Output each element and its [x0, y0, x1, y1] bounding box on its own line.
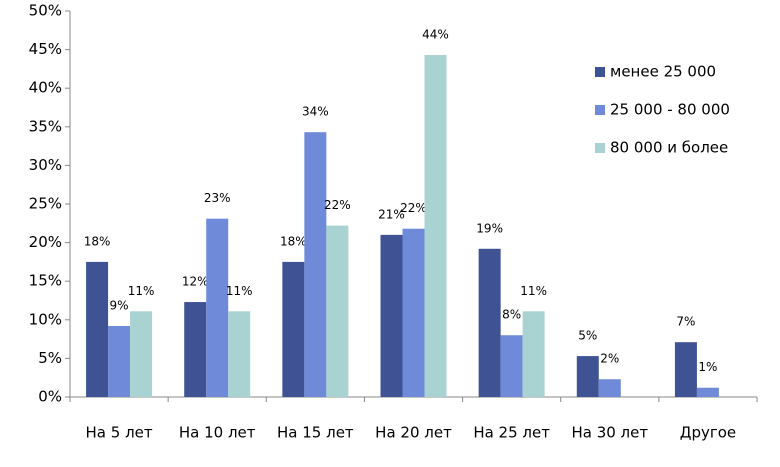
bar — [380, 234, 403, 397]
legend-swatch — [595, 143, 605, 153]
y-tick-label: 35% — [29, 117, 62, 135]
value-label: 23% — [204, 191, 231, 205]
x-tick-label: Другое — [680, 424, 736, 442]
value-label: 2% — [600, 352, 619, 366]
legend-swatch — [595, 105, 605, 115]
x-tick-label: На 25 лет — [473, 424, 550, 442]
bar — [402, 228, 425, 397]
y-tick-label: 40% — [29, 79, 62, 97]
bar — [304, 132, 327, 398]
bar — [228, 311, 251, 397]
value-label: 34% — [302, 105, 329, 119]
bar — [522, 311, 545, 397]
bar — [576, 356, 599, 397]
value-label: 7% — [676, 315, 695, 329]
value-label: 11% — [226, 284, 253, 298]
x-tick-label: На 10 лет — [179, 424, 256, 442]
bar — [184, 302, 207, 397]
bar — [500, 335, 523, 397]
y-tick-label: 20% — [29, 233, 62, 251]
bar — [696, 387, 719, 397]
value-label: 44% — [422, 28, 449, 42]
value-label: 18% — [280, 234, 307, 248]
legend-label: 25 000 - 80 000 — [610, 101, 730, 119]
y-tick-label: 15% — [29, 272, 62, 290]
bar — [598, 379, 621, 397]
y-tick-label: 5% — [38, 349, 62, 367]
value-label: 9% — [110, 298, 129, 312]
bar — [674, 342, 697, 397]
y-tick-label: 45% — [29, 40, 62, 58]
x-tick-label: На 20 лет — [375, 424, 452, 442]
value-label: 19% — [476, 221, 503, 235]
legend-label: менее 25 000 — [610, 63, 716, 81]
value-label: 22% — [400, 201, 427, 215]
value-label: 5% — [578, 329, 597, 343]
bar — [130, 311, 153, 397]
value-label: 18% — [84, 234, 111, 248]
x-tick-label: На 5 лет — [86, 424, 153, 442]
bar — [108, 325, 131, 397]
legend-label: 80 000 и более — [610, 139, 728, 157]
value-label: 11% — [128, 284, 155, 298]
value-label: 12% — [182, 275, 209, 289]
value-label: 22% — [324, 198, 351, 212]
y-tick-label: 50% — [29, 2, 62, 20]
y-tick-label: 0% — [38, 388, 62, 406]
value-label: 8% — [502, 308, 521, 322]
bar — [206, 218, 229, 397]
value-label: 21% — [378, 207, 405, 221]
bar — [424, 55, 447, 398]
x-tick-label: На 30 лет — [571, 424, 648, 442]
x-tick-label: На 15 лет — [277, 424, 354, 442]
legend-swatch — [595, 67, 605, 77]
y-tick-label: 25% — [29, 195, 62, 213]
bar — [282, 261, 305, 397]
y-tick-label: 10% — [29, 310, 62, 328]
bar — [86, 261, 109, 397]
y-tick-label: 30% — [29, 156, 62, 174]
value-label: 1% — [698, 360, 717, 374]
bar — [326, 225, 349, 397]
bar — [478, 248, 501, 397]
value-label: 11% — [520, 284, 547, 298]
